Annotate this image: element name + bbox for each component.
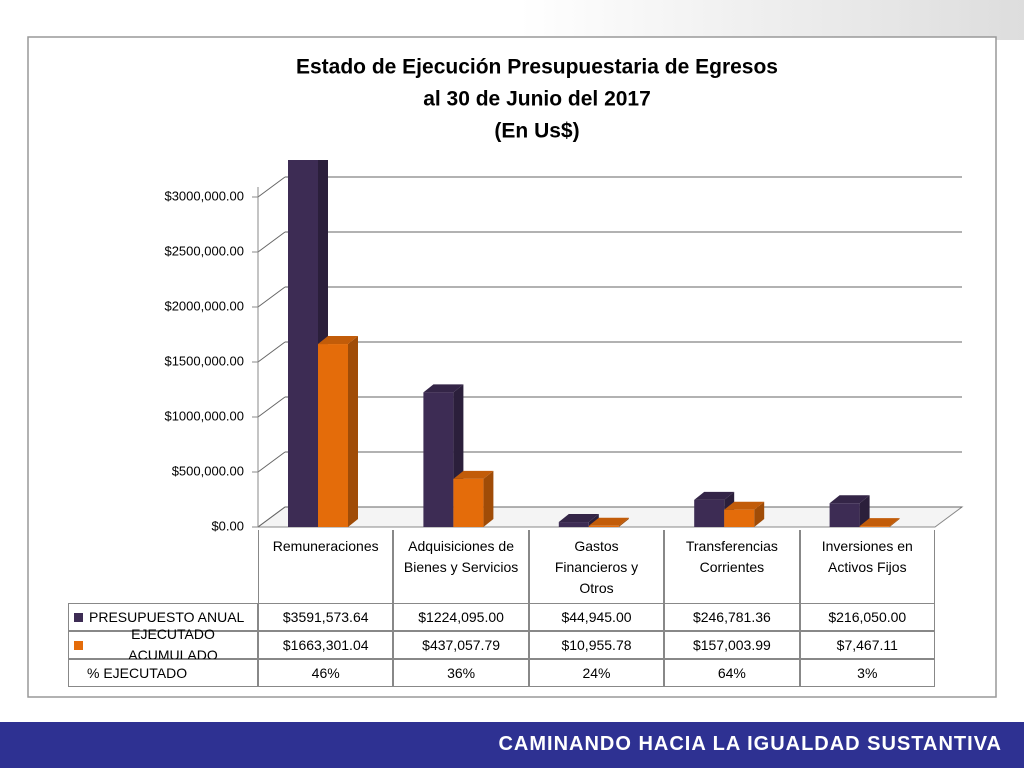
grid-line-side [257,506,286,528]
table-value: $44,945.00 [528,603,665,631]
table-value: $246,781.36 [664,603,800,631]
table-value: $1663,301.04 [258,631,394,659]
row-label: EJECUTADO ACUMULADO [68,626,258,663]
bar-top [423,384,464,393]
bar-side [754,501,765,527]
bar-side [859,495,870,527]
y-tick-label: $2000,000.00 [164,298,244,313]
table-value: 64% [664,659,800,687]
y-tick-label: $1500,000.00 [164,353,244,368]
bar-top [588,517,629,526]
legend-swatch [74,641,83,650]
bar-top [453,470,494,479]
grid-line-side [257,341,286,363]
row-label: % EJECUTADO [68,659,258,687]
y-tick-label: $1000,000.00 [164,408,244,423]
y-tick-label: $500,000.00 [172,463,244,478]
y-tick-label: $3000,000.00 [164,188,244,203]
header-decoration [520,0,1024,40]
bar-top [724,501,765,510]
table-value: $437,057.79 [393,631,529,659]
row-label: PRESUPUESTO ANUAL [68,603,258,631]
grid-line-side [257,176,286,198]
y-tick-label: $2500,000.00 [164,243,244,258]
table-value: $157,003.99 [664,631,800,659]
legend-swatch [74,613,83,622]
grid-line-side [257,451,286,473]
bar [829,503,860,527]
bar [453,478,484,527]
bar [318,344,348,527]
chart-frame [27,36,997,698]
footer-band: CAMINANDO HACIA LA IGUALDAD SUSTANTIVA [0,722,1024,768]
category-label: Inversiones en Activos Fijos [799,530,935,603]
table-value: $3591,573.64 [258,603,394,631]
grid-line-side [257,396,286,418]
bar [859,526,890,527]
bar-top [829,495,870,504]
table-value: 46% [258,659,394,687]
bar-side [348,336,358,527]
plot-area [256,160,964,528]
table-value: 36% [393,659,529,687]
bar-side [618,517,629,527]
chart-title: Estado de Ejecución Presupuestaria de Eg… [296,56,778,79]
y-tick-label: $0.00 [211,518,244,533]
chart-subtitle: al 30 de Junio del 2017 [423,88,651,111]
grid-line-side [257,231,286,253]
table-value: $216,050.00 [799,603,935,631]
table-value: $7,467.11 [799,631,935,659]
bar [694,499,725,527]
bar-side [483,470,494,527]
table-value: 3% [799,659,935,687]
footer-text: CAMINANDO HACIA LA IGUALDAD SUSTANTIVA [498,733,1002,755]
bar [423,392,454,527]
category-label: Gastos Financieros y Otros [528,530,665,603]
bar-side [889,518,900,527]
bar-top [318,336,358,345]
bar [558,522,589,527]
bar-top [859,518,900,527]
bar [588,525,619,527]
unit-note: (En Us$) [494,120,579,143]
category-label: Remuneraciones [258,530,394,603]
category-label: Transferencias Corrientes [664,530,800,603]
bar-top [558,514,599,523]
table-value: 24% [528,659,665,687]
grid-line-side [257,286,286,308]
table-value: $10,955.78 [528,631,665,659]
bar-side [588,514,599,527]
bar [724,509,755,527]
bar [288,160,318,528]
category-label: Adquisiciones de Bienes y Servicios [393,530,529,603]
table-value: $1224,095.00 [393,603,529,631]
bar-top [694,491,735,500]
